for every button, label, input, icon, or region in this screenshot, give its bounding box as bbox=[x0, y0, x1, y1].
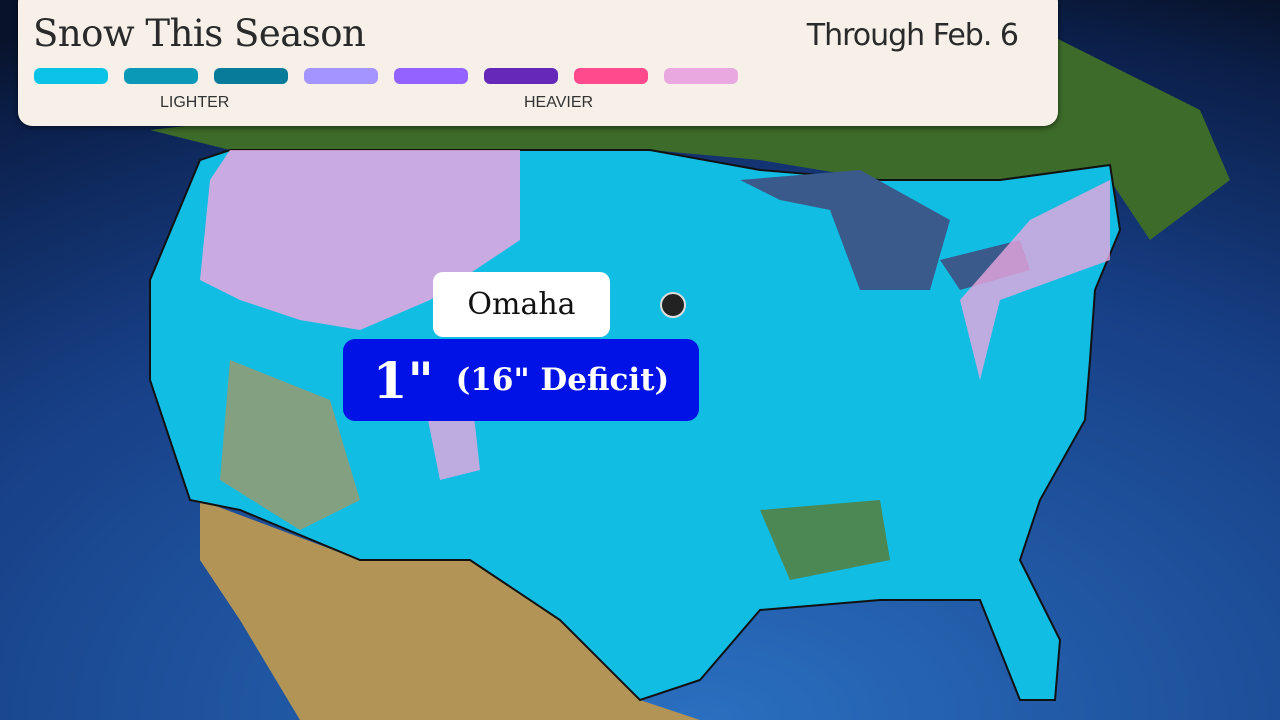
mexico-land bbox=[200, 500, 700, 720]
dry-louisiana bbox=[760, 500, 890, 580]
swatch-7 bbox=[574, 68, 648, 84]
heavy-snow-northeast bbox=[960, 180, 1110, 380]
swatch-2 bbox=[124, 68, 198, 84]
dry-texas bbox=[220, 360, 360, 530]
legend-panel: Snow This Season Through Feb. 6 LIGHTER … bbox=[18, 0, 1058, 126]
snow-value-box: 1" (16" Deficit) bbox=[343, 339, 699, 421]
date-label: Through Feb. 6 bbox=[806, 18, 1019, 53]
snow-total: 1" bbox=[372, 350, 434, 410]
city-label: Omaha bbox=[433, 272, 610, 337]
swatch-3 bbox=[214, 68, 288, 84]
color-scale bbox=[34, 68, 738, 84]
lighter-label: LIGHTER bbox=[160, 94, 230, 111]
heavier-label: HEAVIER bbox=[524, 94, 594, 111]
swatch-1 bbox=[34, 68, 108, 84]
snow-deficit: (16" Deficit) bbox=[455, 362, 670, 398]
city-marker-icon bbox=[660, 292, 686, 318]
swatch-6 bbox=[484, 68, 558, 84]
swatch-8 bbox=[664, 68, 738, 84]
great-lakes bbox=[740, 170, 1030, 290]
map-title: Snow This Season bbox=[33, 12, 366, 55]
swatch-4 bbox=[304, 68, 378, 84]
swatch-5 bbox=[394, 68, 468, 84]
